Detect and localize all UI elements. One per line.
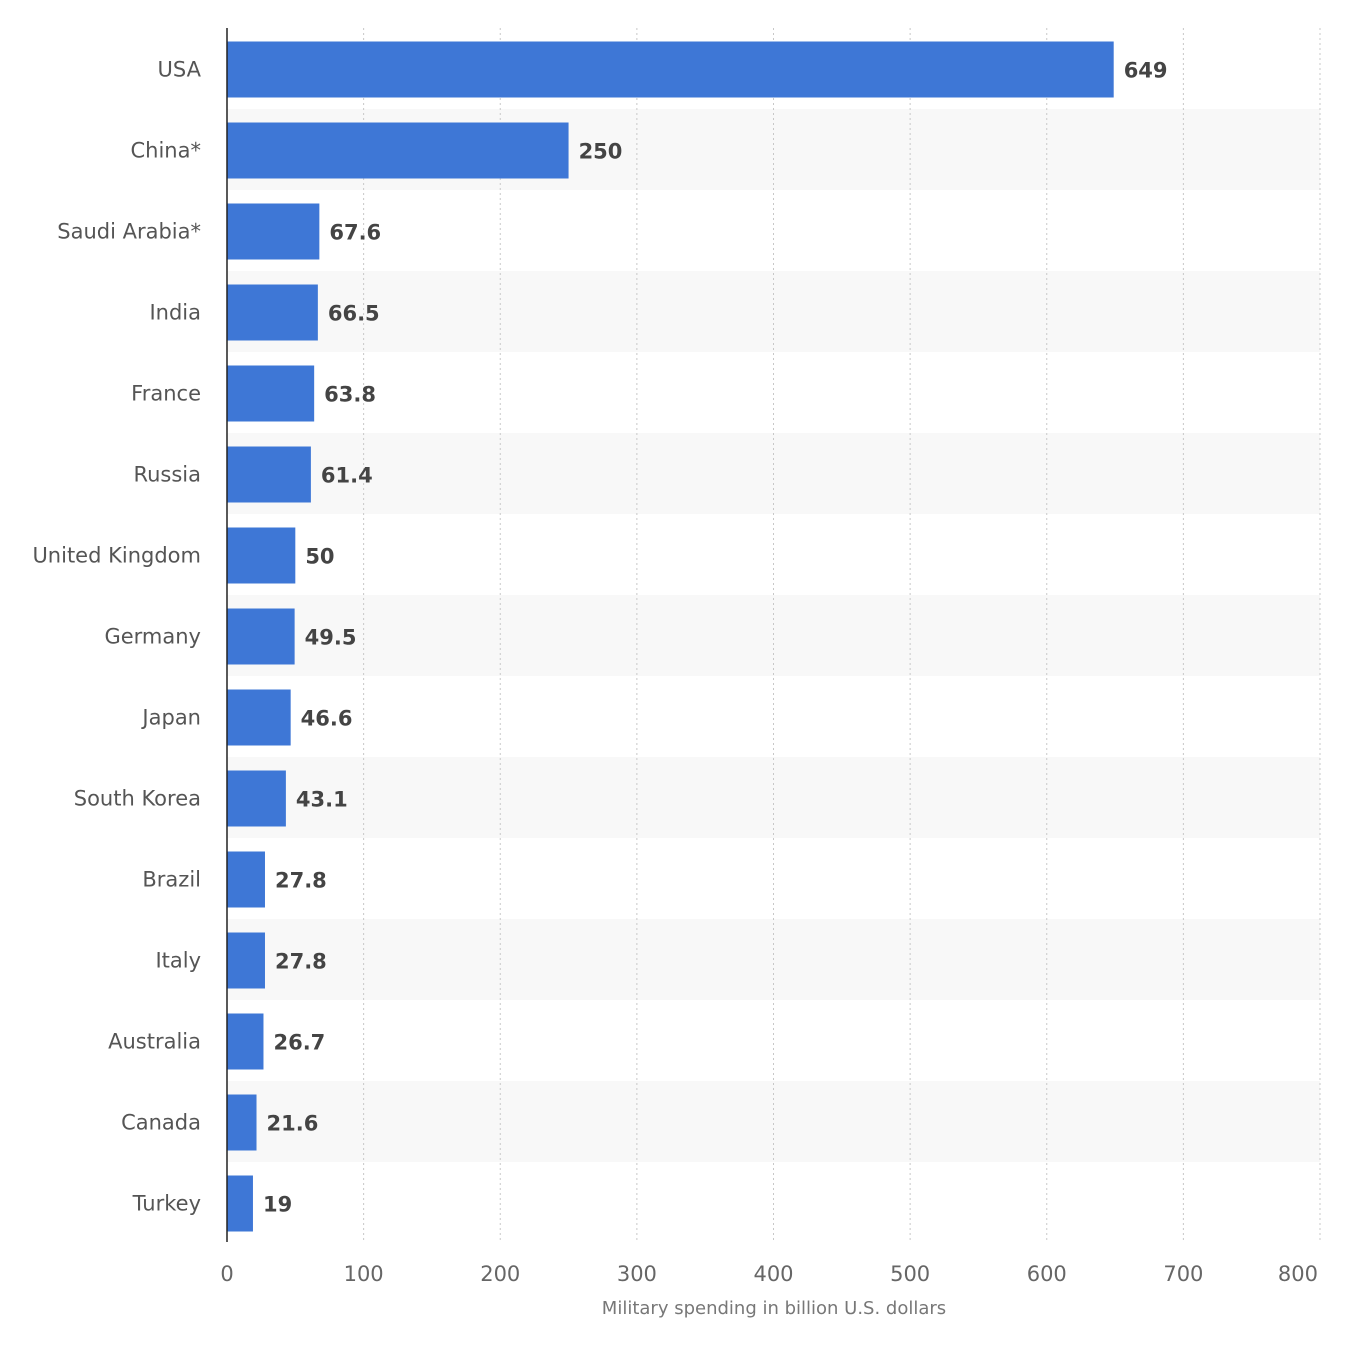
value-label: 19 xyxy=(263,1193,292,1217)
category-label: Saudi Arabia* xyxy=(57,220,201,244)
bars xyxy=(227,41,1114,1232)
bar xyxy=(227,203,320,260)
grid-lines xyxy=(363,28,1321,1242)
category-label: United Kingdom xyxy=(32,544,201,568)
x-tick-label: 400 xyxy=(753,1262,793,1286)
x-tick-label: 600 xyxy=(1027,1262,1067,1286)
value-label: 21.6 xyxy=(267,1112,319,1136)
value-label: 26.7 xyxy=(273,1031,325,1055)
bar xyxy=(227,608,295,665)
bar xyxy=(227,851,265,908)
value-label: 27.8 xyxy=(275,869,327,893)
bar xyxy=(227,41,1114,98)
value-label: 67.6 xyxy=(329,221,381,245)
x-tick-label: 100 xyxy=(344,1262,384,1286)
bar xyxy=(227,932,265,989)
x-axis-title: Military spending in billion U.S. dollar… xyxy=(602,1298,946,1319)
bar xyxy=(227,1175,253,1232)
category-label: Australia xyxy=(108,1030,201,1054)
bar xyxy=(227,527,296,584)
bar xyxy=(227,689,291,746)
bar xyxy=(227,284,318,341)
value-label: 43.1 xyxy=(296,788,348,812)
value-labels: 649 250 67.6 66.5 63.8 61.4 50 49.5 46.6 43.1 27.8… xyxy=(263,59,1168,1217)
category-label: Brazil xyxy=(142,868,201,892)
x-tick-label: 0 xyxy=(220,1262,233,1286)
category-label: Italy xyxy=(155,949,201,973)
value-label: 27.8 xyxy=(275,950,327,974)
bar xyxy=(227,770,286,827)
category-label: Russia xyxy=(133,463,201,487)
value-label: 649 xyxy=(1124,59,1168,83)
category-label: South Korea xyxy=(74,787,201,811)
x-tick-labels: 0 100 200 300 400 500 600 700 800 xyxy=(220,1262,1318,1286)
x-tick-label: 800 xyxy=(1278,1262,1318,1286)
category-label: Germany xyxy=(104,625,201,649)
category-labels: USA China* Saudi Arabia* India France Russia U… xyxy=(32,58,201,1216)
bar xyxy=(227,122,569,179)
category-label: USA xyxy=(158,58,202,82)
category-label: India xyxy=(149,301,201,325)
bar xyxy=(227,1094,257,1151)
value-label: 63.8 xyxy=(324,383,376,407)
x-tick-label: 200 xyxy=(480,1262,520,1286)
value-label: 66.5 xyxy=(328,302,380,326)
category-label: Turkey xyxy=(132,1192,201,1216)
bar xyxy=(227,1013,264,1070)
category-label: Canada xyxy=(121,1111,201,1135)
bar xyxy=(227,365,315,422)
value-label: 61.4 xyxy=(321,464,373,488)
category-label: Japan xyxy=(140,706,201,730)
value-label: 49.5 xyxy=(305,626,357,650)
value-label: 50 xyxy=(305,545,334,569)
x-tick-label: 300 xyxy=(617,1262,657,1286)
category-label: China* xyxy=(131,139,202,163)
category-label: France xyxy=(131,382,201,406)
bar xyxy=(227,446,311,503)
value-label: 46.6 xyxy=(301,707,353,731)
value-label: 250 xyxy=(579,140,623,164)
x-tick-label: 500 xyxy=(890,1262,930,1286)
x-tick-label: 700 xyxy=(1163,1262,1203,1286)
